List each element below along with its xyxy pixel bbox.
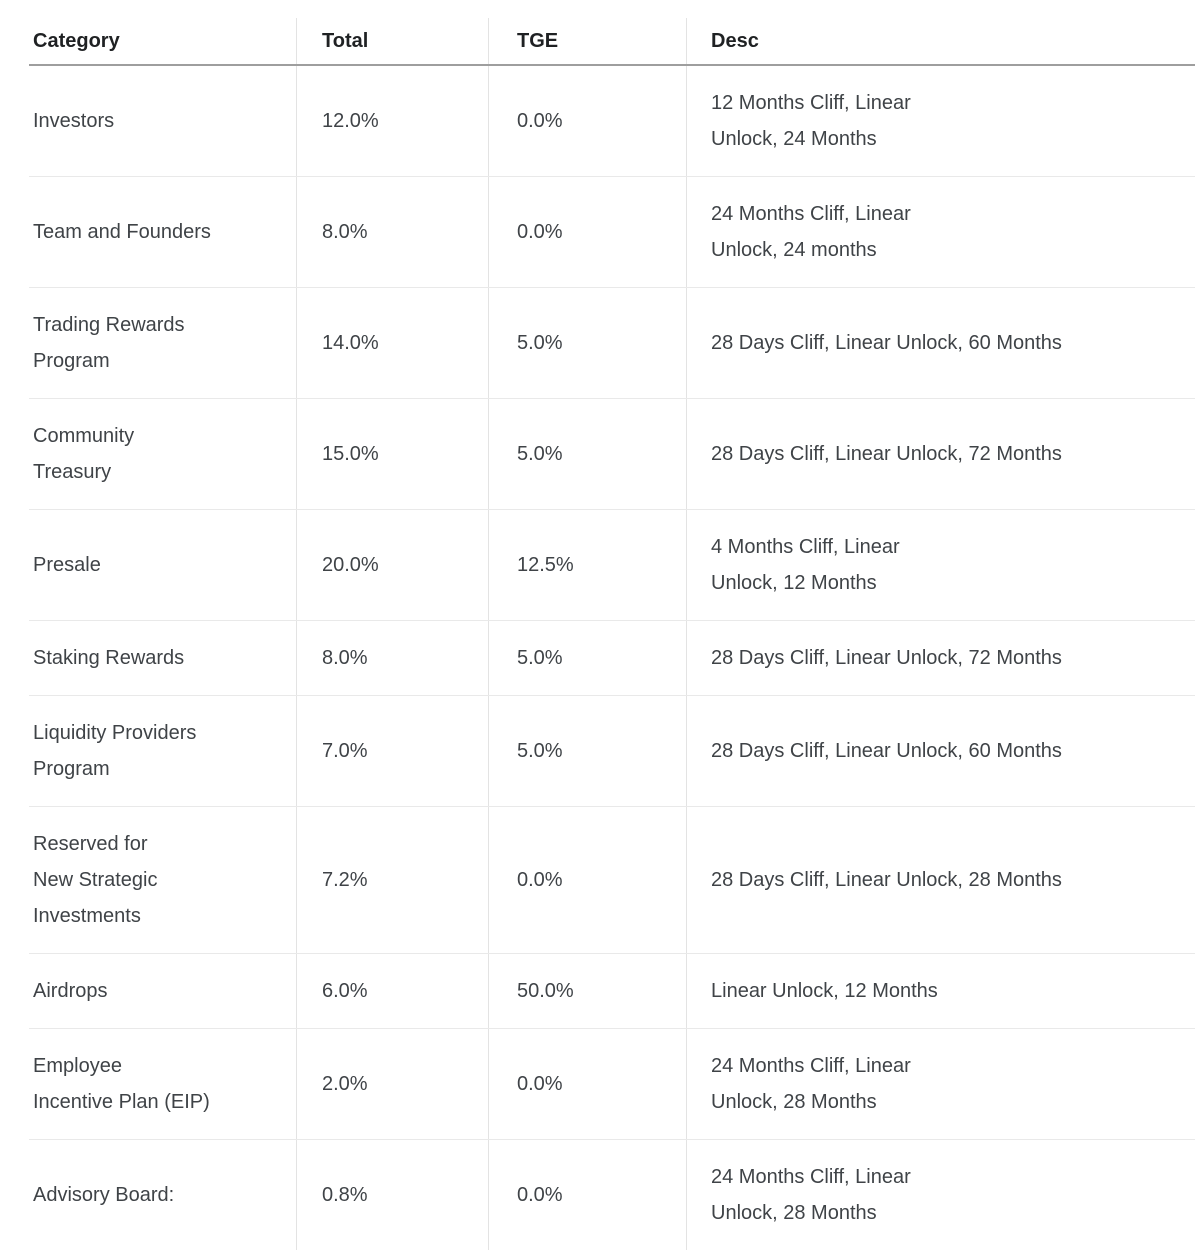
table-row: Advisory Board: 0.8% 0.0% 24 Months Clif… xyxy=(29,1139,1195,1250)
tokenomics-table: Category Total TGE Desc Investors 12.0% … xyxy=(29,18,1195,1250)
cell-total: 8.0% xyxy=(296,621,488,695)
table-row: Investors 12.0% 0.0% 12 Months Cliff, Li… xyxy=(29,66,1195,176)
cell-desc: 28 Days Cliff, Linear Unlock, 28 Months xyxy=(686,807,1195,953)
column-header-total: Total xyxy=(296,18,488,64)
cell-tge: 12.5% xyxy=(488,510,686,620)
cell-tge: 0.0% xyxy=(488,1029,686,1139)
table-row: Community Treasury 15.0% 5.0% 28 Days Cl… xyxy=(29,398,1195,509)
column-header-desc: Desc xyxy=(686,18,1195,64)
cell-category: Team and Founders xyxy=(33,221,211,243)
cell-tge: 5.0% xyxy=(488,621,686,695)
cell-category: Liquidity Providers Program xyxy=(33,722,197,780)
table-body: Investors 12.0% 0.0% 12 Months Cliff, Li… xyxy=(29,66,1195,1250)
cell-tge: 0.0% xyxy=(488,807,686,953)
cell-total: 0.8% xyxy=(296,1140,488,1250)
cell-category: Presale xyxy=(33,554,101,576)
cell-desc: 12 Months Cliff, Linear Unlock, 24 Month… xyxy=(686,66,1195,176)
column-header-tge: TGE xyxy=(488,18,686,64)
cell-total: 2.0% xyxy=(296,1029,488,1139)
cell-desc: 28 Days Cliff, Linear Unlock, 72 Months xyxy=(686,621,1195,695)
cell-desc: 28 Days Cliff, Linear Unlock, 60 Months xyxy=(686,696,1195,806)
cell-desc: 28 Days Cliff, Linear Unlock, 60 Months xyxy=(686,288,1195,398)
cell-tge: 0.0% xyxy=(488,1140,686,1250)
cell-category: Investors xyxy=(33,110,115,132)
table-header-row: Category Total TGE Desc xyxy=(29,18,1195,66)
table-row: Team and Founders 8.0% 0.0% 24 Months Cl… xyxy=(29,176,1195,287)
cell-total: 20.0% xyxy=(296,510,488,620)
table-row: Employee Incentive Plan (EIP) 2.0% 0.0% … xyxy=(29,1028,1195,1139)
column-header-category: Category xyxy=(33,30,120,52)
table-row: Trading Rewards Program 14.0% 5.0% 28 Da… xyxy=(29,287,1195,398)
cell-desc: 24 Months Cliff, Linear Unlock, 24 month… xyxy=(686,177,1195,287)
cell-category: Airdrops xyxy=(33,980,108,1002)
cell-category: Staking Rewards xyxy=(33,647,185,669)
cell-total: 7.2% xyxy=(296,807,488,953)
cell-total: 12.0% xyxy=(296,66,488,176)
table-row: Presale 20.0% 12.5% 4 Months Cliff, Line… xyxy=(29,509,1195,620)
table-row: Airdrops 6.0% 50.0% Linear Unlock, 12 Mo… xyxy=(29,953,1195,1028)
cell-tge: 50.0% xyxy=(488,954,686,1028)
cell-tge: 0.0% xyxy=(488,177,686,287)
table-row: Reserved for New Strategic Investments 7… xyxy=(29,806,1195,953)
cell-total: 7.0% xyxy=(296,696,488,806)
cell-category: Employee Incentive Plan (EIP) xyxy=(33,1055,210,1113)
cell-tge: 5.0% xyxy=(488,696,686,806)
cell-total: 15.0% xyxy=(296,399,488,509)
cell-tge: 5.0% xyxy=(488,288,686,398)
table-row: Staking Rewards 8.0% 5.0% 28 Days Cliff,… xyxy=(29,620,1195,695)
cell-category: Community Treasury xyxy=(33,425,135,483)
cell-total: 14.0% xyxy=(296,288,488,398)
cell-desc: 28 Days Cliff, Linear Unlock, 72 Months xyxy=(686,399,1195,509)
cell-category: Reserved for New Strategic Investments xyxy=(33,833,158,927)
cell-tge: 5.0% xyxy=(488,399,686,509)
cell-desc: 24 Months Cliff, Linear Unlock, 28 Month… xyxy=(686,1140,1195,1250)
table-row: Liquidity Providers Program 7.0% 5.0% 28… xyxy=(29,695,1195,806)
cell-desc: Linear Unlock, 12 Months xyxy=(686,954,1195,1028)
cell-category: Trading Rewards Program xyxy=(33,314,185,372)
cell-desc: 24 Months Cliff, Linear Unlock, 28 Month… xyxy=(686,1029,1195,1139)
cell-desc: 4 Months Cliff, Linear Unlock, 12 Months xyxy=(686,510,1195,620)
cell-tge: 0.0% xyxy=(488,66,686,176)
cell-total: 6.0% xyxy=(296,954,488,1028)
cell-total: 8.0% xyxy=(296,177,488,287)
cell-category: Advisory Board: xyxy=(33,1184,175,1206)
